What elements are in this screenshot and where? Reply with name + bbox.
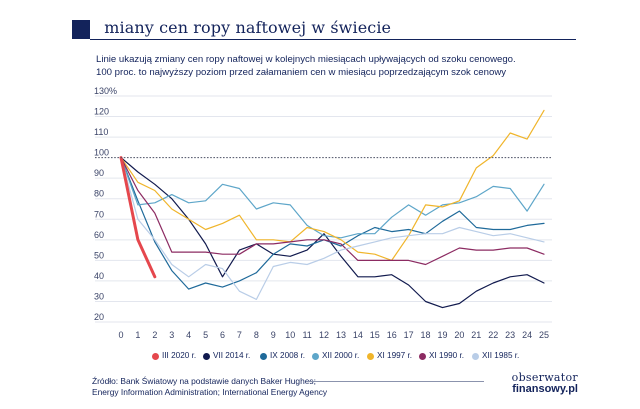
y-tick-label-4: 60 <box>94 230 104 240</box>
x-tick-label-7: 7 <box>237 330 242 340</box>
legend-label: XI 1997 r. <box>377 351 413 360</box>
series-line-iii-2020-r <box>119 156 157 279</box>
legend-label: XI 1990 r. <box>429 351 465 360</box>
title-first-letter: Z <box>92 18 104 37</box>
x-tick-label-1: 1 <box>135 330 140 340</box>
x-tick-label-20: 20 <box>454 330 464 340</box>
legend-swatch <box>419 353 426 360</box>
x-tick-label-24: 24 <box>522 330 532 340</box>
title-underline <box>90 39 576 40</box>
x-tick-label-16: 16 <box>387 330 397 340</box>
source-note: Źródło: Bank Światowy na podstawie danyc… <box>92 376 327 398</box>
legend-label: IX 2008 r. <box>270 351 306 360</box>
logo-top-text: obserwator <box>511 371 578 384</box>
series-layer <box>119 109 545 309</box>
y-tick-label-9: 110 <box>94 127 108 137</box>
x-tick-label-12: 12 <box>319 330 329 340</box>
x-tick-label-2: 2 <box>152 330 157 340</box>
legend-swatch <box>260 353 267 360</box>
y-tick-label-6: 80 <box>94 189 104 199</box>
y-tick-label-3: 50 <box>94 250 104 260</box>
y-tick-label-5: 70 <box>94 209 104 219</box>
x-tick-label-21: 21 <box>471 330 481 340</box>
legend-swatch <box>367 353 374 360</box>
source-line-2: Energy Information Administration; Inter… <box>92 387 328 397</box>
x-tick-label-10: 10 <box>285 330 295 340</box>
legend-swatch <box>203 353 210 360</box>
x-tick-label-5: 5 <box>203 330 208 340</box>
x-axis-ticks: 0 1 2 3 4 5 6 7 8 9 10 11 12 13 14 15 16 17 18 19 20 21 22 23 24… <box>118 330 549 340</box>
x-tick-label-6: 6 <box>220 330 225 340</box>
x-tick-label-18: 18 <box>421 330 431 340</box>
y-tick-label-7: 90 <box>94 168 104 178</box>
x-tick-label-17: 17 <box>404 330 414 340</box>
chart-subtitle: Linie ukazują zmiany cen ropy naftowej w… <box>96 53 566 79</box>
legend-swatch <box>312 353 319 360</box>
legend-swatch <box>152 353 159 360</box>
x-tick-label-9: 9 <box>271 330 276 340</box>
series-line-xi-1990-r <box>120 157 545 266</box>
y-tick-label-2: 40 <box>94 271 104 281</box>
x-tick-label-19: 19 <box>437 330 447 340</box>
x-tick-label-4: 4 <box>186 330 191 340</box>
y-tick-label-0: 20 <box>94 312 104 322</box>
x-tick-label-8: 8 <box>254 330 259 340</box>
series-line-vii-2014-r <box>120 157 545 309</box>
subtitle-line-2: 100 proc. to najwyższy poziom przed zała… <box>96 67 507 78</box>
chart-card: Zmiany cen ropy naftowej w świecie Linie… <box>72 16 578 398</box>
grid-layer <box>95 95 552 323</box>
x-tick-label-22: 22 <box>488 330 498 340</box>
subtitle-line-1: Linie ukazują zmiany cen ropy naftowej w… <box>96 54 516 65</box>
footer-divider <box>308 381 484 382</box>
legend-label: III 2020 r. <box>162 351 197 360</box>
title-rest: miany cen ropy naftowej w świecie <box>104 18 392 37</box>
legend-label: XII 2000 r. <box>322 351 360 360</box>
brand-logo[interactable]: obserwator finansowy.pl <box>502 372 578 396</box>
y-tick-label-1: 30 <box>94 291 104 301</box>
title-accent-block <box>72 20 90 39</box>
legend-label: XII 1985 r. <box>482 351 520 360</box>
series-line-xi-1997-r <box>120 109 545 261</box>
y-axis-ticks: 20 30 40 50 60 70 80 90 100 110 120 130% <box>94 86 117 322</box>
logo-bottom-text: finansowy.pl <box>512 383 578 395</box>
x-tick-label-23: 23 <box>505 330 515 340</box>
chart-title: Zmiany cen ropy naftowej w świecie <box>92 18 396 37</box>
x-tick-label-15: 15 <box>370 330 380 340</box>
x-tick-label-3: 3 <box>169 330 174 340</box>
x-tick-label-11: 11 <box>302 330 311 340</box>
y-tick-label-8: 100 <box>94 148 109 158</box>
x-tick-label-13: 13 <box>336 330 346 340</box>
y-tick-label-10: 120 <box>94 107 109 117</box>
legend-swatch <box>472 353 479 360</box>
series-line-xii-1985-r <box>120 157 545 300</box>
x-tick-label-14: 14 <box>353 330 363 340</box>
y-tick-label-11: 130% <box>94 86 117 96</box>
source-line-1: Źródło: Bank Światowy na podstawie danyc… <box>92 376 316 386</box>
legend-label: VII 2014 r. <box>213 351 251 360</box>
x-tick-label-25: 25 <box>539 330 549 340</box>
series-line-xii-2000-r <box>120 157 545 239</box>
series-line-ix-2008-r <box>120 157 545 290</box>
x-tick-label-0: 0 <box>118 330 123 340</box>
title-bar: Zmiany cen ropy naftowej w świecie <box>72 16 576 42</box>
